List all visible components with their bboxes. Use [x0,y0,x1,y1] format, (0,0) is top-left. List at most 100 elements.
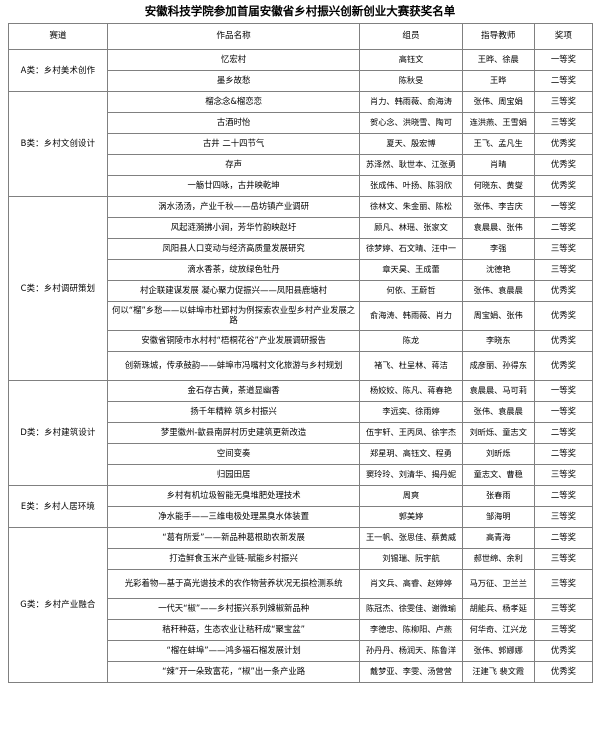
column-header-award: 奖项 [533,23,594,50]
table-row: E类：乡村人居环境 乡村有机垃圾智能无臭堆肥处理技术 周爽 张春雨 二等奖 [8,485,594,528]
members-cell: 陈秋旻 [359,70,463,92]
members-cell: 王一帆、张思佳、蔡黄威 [359,527,463,549]
advisor-cell: 李晓东 [461,330,535,352]
advisor-cell: 张春雨 [461,485,535,507]
work-name-cell: “葛有所爱”——新品种葛根助农新发展 [106,527,361,549]
advisor-cell: 连洪燕、王雪娟 [461,112,535,134]
work-name-cell: 创新珠城，传承鼓韵——蚌埠市冯嘴村文化旅游与乡村规划 [106,351,361,381]
work-name-cell: 风起涟漪拂小涧，芳华竹韵映赵圩 [106,217,361,239]
members-cell: 张成伟、叶扬、陈羽欣 [359,175,463,197]
work-name-cell: 空间变奏 [106,443,361,465]
members-cell: 高钰文 [359,49,463,71]
work-name-cell: 忆宏村 [106,49,361,71]
award-cell: 优秀奖 [533,661,594,683]
work-name-cell: 净水能手——三维电极处理黑臭水体装置 [106,506,361,528]
members-cell: 郭美婷 [359,506,463,528]
advisor-cell: 王晔、徐晨 [461,49,535,71]
table-body: A类：乡村美术创作 忆宏村 高钰文 王晔、徐晨 一等奖 墨乡故愁 陈秋旻 王晔 二等奖 B类：乡村… [8,49,594,683]
work-name-cell: 安徽省铜陵市水村村“梧桐花谷”产业发展调研报告 [106,330,361,352]
members-cell: 章天昊、王成蕾 [359,259,463,281]
advisor-cell: 刘昕烁、童志文 [461,422,535,444]
table-row: “辣”开一朵致富花，“椒”出一条产业路 戴梦亚、李雯、汤营营 汪建飞 裴文霞 优秀奖 [9,661,594,683]
table-row: C类：乡村调研策划 涡水汤汤，产业千秋——岳坊镇产业调研 徐林文、朱金丽、陈松 张伟、… [8,196,594,381]
column-header-track: 赛道 [8,23,108,50]
members-cell: 陈龙 [359,330,463,352]
work-name-cell: “榴在蚌埠”——鸿多福石榴发展计划 [106,640,361,662]
advisor-cell: 胡能兵、杨孝延 [461,598,535,620]
members-cell: 陈冠杰、徐雯佳、谢微瑜 [359,598,463,620]
award-cell: 三等奖 [533,91,594,113]
award-cell: 优秀奖 [533,133,594,155]
award-cell: 二等奖 [533,527,594,549]
track-group-label: E类：乡村人居环境 [8,485,108,528]
table-row: 古井 二十四节气 夏天、殷宏博 王飞、孟凡生 优秀奖 [9,133,594,155]
advisor-cell: 袁晨晨、马可莉 [461,380,535,402]
award-cell: 三等奖 [533,569,594,599]
table-row: 归园田居 窦玲玲、刘清华、揭丹妮 童志文、曹稳 三等奖 [9,464,594,486]
award-cell: 优秀奖 [533,351,594,381]
work-name-cell: 归园田居 [106,464,361,486]
award-cell: 一等奖 [533,49,594,71]
work-name-cell: 乡村有机垃圾智能无臭堆肥处理技术 [106,485,361,507]
advisor-cell: 王飞、孟凡生 [461,133,535,155]
advisor-cell: 张伟、周宝娟 [461,91,535,113]
advisor-cell: 张伟、郭娜娜 [461,640,535,662]
advisor-cell: 张伟、袁晨晨 [461,401,535,423]
members-cell: 郑星玥、高钰文、程勇 [359,443,463,465]
work-name-cell: 凤阳县人口变动与经济高质量发展研究 [106,238,361,260]
table-row: 一觞廿四咏，古井映乾坤 张成伟、叶扬、陈羽欣 何晓东、黄燮 优秀奖 [9,175,594,197]
members-cell: 顾凡、林瑶、张家文 [359,217,463,239]
members-cell: 孙丹丹、杨润天、陈鲁洋 [359,640,463,662]
table-row: 梦里徽州-歙县南屏村历史建筑更新改造 伍宇轩、王丙凤、徐宇杰 刘昕烁、童志文 二等奖 [9,422,594,444]
award-cell: 优秀奖 [533,330,594,352]
advisor-cell: 袁晨晨、张伟 [461,217,535,239]
work-name-cell: 扬千年精粹 筑乡村振兴 [106,401,361,423]
award-cell: 优秀奖 [533,175,594,197]
award-cell: 三等奖 [533,259,594,281]
work-name-cell: 一代天“椒”——乡村振兴系列辣椒新品种 [106,598,361,620]
advisor-cell: 成彦丽、孙得东 [461,351,535,381]
work-name-cell: 打造鲜食玉米产业链-赋能乡村振兴 [106,548,361,570]
members-cell: 伍宇轩、王丙凤、徐宇杰 [359,422,463,444]
advisor-cell: 汪建飞 裴文霞 [461,661,535,683]
members-cell: 肖文兵、高睿、赵婷婷 [359,569,463,599]
work-name-cell: 滴水香茶，绽放绿色牡丹 [106,259,361,281]
table-row: 扬千年精粹 筑乡村振兴 李远奕、徐雨婷 张伟、袁晨晨 一等奖 [9,401,594,423]
award-cell: 二等奖 [533,443,594,465]
table-row: 光彩着物—基于高光谱技术的农作物营养状况无损检测系统 肖文兵、高睿、赵婷婷 马万征、… [9,569,594,599]
members-cell: 李德忠、陈柳阳、卢燕 [359,619,463,641]
members-cell: 肖力、韩雨薇、俞海涛 [359,91,463,113]
advisor-cell: 沈德艳 [461,259,535,281]
award-cell: 一等奖 [533,401,594,423]
members-cell: 徐梦婷、石文晴、汪中一 [359,238,463,260]
table-row: 村企联建谋发展 凝心聚力促振兴——凤阳县鹿塘村 何依、王蔚哲 张伟、袁晨晨 优秀奖 [9,280,594,302]
column-header-members: 组员 [359,23,463,50]
award-cell: 三等奖 [533,619,594,641]
table-row: 净水能手——三维电极处理黑臭水体装置 郭美婷 邹海明 三等奖 [9,506,594,528]
work-name-cell: 涡水汤汤，产业千秋——岳坊镇产业调研 [106,196,361,218]
work-name-cell: 墨乡故愁 [106,70,361,92]
award-cell: 三等奖 [533,548,594,570]
work-name-cell: 梦里徽州-歙县南屏村历史建筑更新改造 [106,422,361,444]
award-cell: 优秀奖 [533,301,594,331]
column-header-work: 作品名称 [106,23,361,50]
award-cell: 三等奖 [533,238,594,260]
work-name-cell: 村企联建谋发展 凝心聚力促振兴——凤阳县鹿塘村 [106,280,361,302]
award-cell: 三等奖 [533,506,594,528]
advisor-cell: 邹海明 [461,506,535,528]
work-name-cell: 榴念念&榴恋恋 [106,91,361,113]
members-cell: 戴梦亚、李雯、汤营营 [359,661,463,683]
advisor-cell: 李强 [461,238,535,260]
table-row: 打造鲜食玉米产业链-赋能乡村振兴 刘锡瑞、阮宇航 郝世绵、余利 三等奖 [9,548,594,570]
award-cell: 二等奖 [533,70,594,92]
advisor-cell: 高青海 [461,527,535,549]
table-row: 秸秆种菇，生态农业让秸秆成“聚宝盆” 李德忠、陈柳阳、卢燕 何华奇、江兴龙 三等奖 [9,619,594,641]
table-row: A类：乡村美术创作 忆宏村 高钰文 王晔、徐晨 一等奖 [8,49,594,92]
work-name-cell: 一觞廿四咏，古井映乾坤 [106,175,361,197]
award-cell: 优秀奖 [533,154,594,176]
members-cell: 杨姣姣、陈凡、蒋春艳 [359,380,463,402]
members-cell: 李远奕、徐雨婷 [359,401,463,423]
track-group-label: D类：乡村建筑设计 [8,380,108,486]
track-group-label: B类：乡村文创设计 [8,91,108,197]
